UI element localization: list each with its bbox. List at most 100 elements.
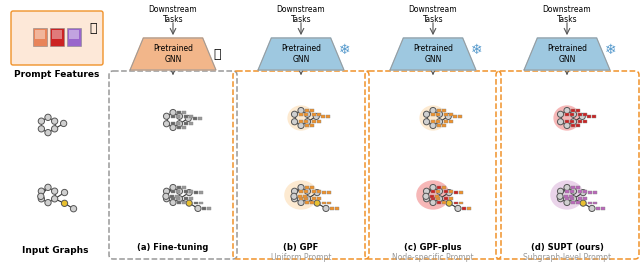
Bar xyxy=(176,190,180,193)
Bar xyxy=(565,120,569,123)
Bar xyxy=(299,120,303,123)
Text: Pretrained
GNN: Pretrained GNN xyxy=(153,44,193,64)
Bar xyxy=(564,195,568,198)
Bar xyxy=(310,109,314,112)
Bar xyxy=(454,191,458,194)
Text: Uniform Prompt: Uniform Prompt xyxy=(271,253,332,262)
Text: ❄: ❄ xyxy=(339,43,351,57)
Circle shape xyxy=(298,184,304,191)
Bar xyxy=(435,195,439,198)
Bar xyxy=(570,197,574,200)
Text: 🔥: 🔥 xyxy=(213,47,221,60)
Bar xyxy=(171,190,175,193)
Bar xyxy=(449,120,453,123)
Circle shape xyxy=(186,189,192,196)
Bar xyxy=(459,191,463,194)
Bar xyxy=(184,115,188,118)
Circle shape xyxy=(423,193,429,199)
Bar xyxy=(69,30,79,39)
Circle shape xyxy=(45,184,51,191)
Circle shape xyxy=(177,188,182,194)
Bar xyxy=(312,113,316,116)
Bar xyxy=(50,28,64,46)
Text: (d) SUPT (ours): (d) SUPT (ours) xyxy=(531,243,604,252)
Bar xyxy=(171,115,175,118)
Bar xyxy=(437,124,442,127)
Circle shape xyxy=(51,196,58,202)
Bar xyxy=(33,28,47,46)
Bar xyxy=(459,202,463,205)
Circle shape xyxy=(564,107,570,114)
Bar xyxy=(431,120,435,123)
Circle shape xyxy=(305,111,310,117)
Bar xyxy=(602,207,605,210)
Bar xyxy=(572,124,575,127)
Bar xyxy=(578,197,582,200)
Circle shape xyxy=(185,115,191,122)
Circle shape xyxy=(557,119,564,125)
Ellipse shape xyxy=(550,180,584,210)
Circle shape xyxy=(38,188,45,194)
Bar xyxy=(312,190,316,193)
Circle shape xyxy=(564,199,570,206)
Bar xyxy=(198,202,202,205)
Text: Prompt Features: Prompt Features xyxy=(14,70,100,79)
Circle shape xyxy=(163,113,170,119)
Bar xyxy=(317,113,321,116)
Bar xyxy=(437,186,442,189)
Bar xyxy=(182,126,186,129)
Circle shape xyxy=(564,122,570,129)
Circle shape xyxy=(305,119,310,125)
Text: Downstream
Tasks: Downstream Tasks xyxy=(276,5,325,24)
Bar xyxy=(193,202,198,205)
Circle shape xyxy=(170,199,176,206)
Bar xyxy=(436,120,440,123)
Bar xyxy=(572,109,575,112)
Text: Downstream
Tasks: Downstream Tasks xyxy=(543,5,591,24)
Circle shape xyxy=(436,111,442,117)
Polygon shape xyxy=(390,38,476,70)
Circle shape xyxy=(170,184,176,191)
Bar xyxy=(577,124,580,127)
Bar xyxy=(305,201,309,204)
Circle shape xyxy=(61,189,68,196)
Bar xyxy=(462,207,467,210)
Text: 🔥: 🔥 xyxy=(89,21,97,34)
Circle shape xyxy=(424,188,429,194)
Circle shape xyxy=(177,121,182,127)
Circle shape xyxy=(298,122,304,129)
Circle shape xyxy=(424,196,429,202)
Bar xyxy=(305,109,309,112)
Ellipse shape xyxy=(554,105,580,131)
Bar xyxy=(330,207,334,210)
Circle shape xyxy=(455,205,461,211)
Bar xyxy=(299,190,303,193)
Bar xyxy=(176,197,180,200)
Circle shape xyxy=(38,196,45,202)
Bar xyxy=(458,115,461,118)
Polygon shape xyxy=(130,38,216,70)
Circle shape xyxy=(298,199,304,206)
Circle shape xyxy=(291,193,297,199)
Bar xyxy=(303,195,307,198)
Bar xyxy=(452,115,456,118)
Circle shape xyxy=(298,107,304,114)
Text: Subgraph-level Prompt: Subgraph-level Prompt xyxy=(523,253,611,262)
Bar xyxy=(182,111,186,114)
Bar xyxy=(326,115,330,118)
Circle shape xyxy=(45,114,51,121)
Bar xyxy=(565,113,569,116)
Bar xyxy=(570,113,574,116)
Bar xyxy=(444,190,448,193)
Circle shape xyxy=(291,111,298,117)
Circle shape xyxy=(38,118,45,124)
Bar xyxy=(326,202,330,205)
Bar xyxy=(184,197,188,200)
Bar xyxy=(67,28,81,46)
Bar xyxy=(321,202,326,205)
Bar xyxy=(304,120,308,123)
Ellipse shape xyxy=(419,105,447,131)
Circle shape xyxy=(38,126,45,132)
Circle shape xyxy=(557,188,564,194)
Bar xyxy=(583,113,587,116)
